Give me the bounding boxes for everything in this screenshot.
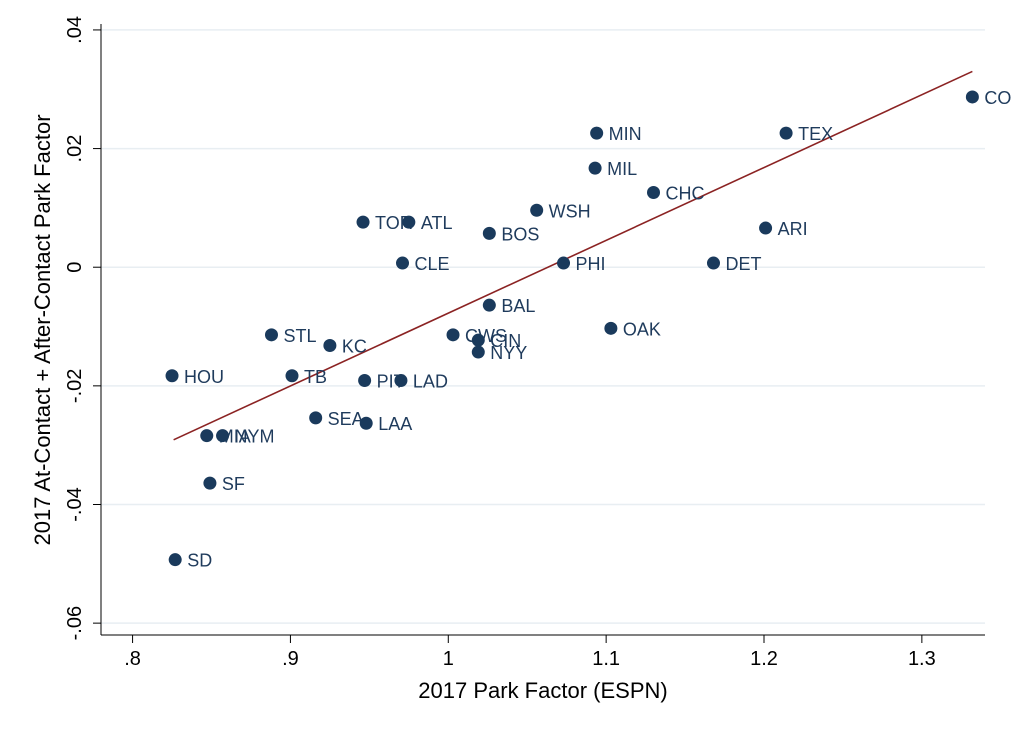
data-point xyxy=(706,256,720,270)
data-point xyxy=(309,411,323,425)
data-point xyxy=(530,203,544,217)
grid-lines xyxy=(101,29,985,624)
data-point xyxy=(200,429,214,443)
y-axis-title: 2017 At-Contact + After-Contact Park Fac… xyxy=(30,114,55,545)
data-point xyxy=(482,226,496,240)
data-points: COL TEX MIN MIL CHC WSH ARI TOR ATL BOS CLE PHI DET B… xyxy=(165,88,1012,571)
data-point xyxy=(168,553,182,567)
x-tick-label: .9 xyxy=(282,648,299,670)
point-label: MIN xyxy=(609,124,642,144)
y-axis-ticks: .04 .02 0 -.02 -.04 -.06 xyxy=(64,16,101,640)
fit-line xyxy=(173,70,973,441)
data-point xyxy=(402,215,416,229)
data-point xyxy=(471,333,485,347)
y-tick-label: -.04 xyxy=(64,487,86,521)
data-point xyxy=(285,369,299,383)
data-point xyxy=(356,215,370,229)
data-point xyxy=(203,476,217,490)
plot-area xyxy=(101,24,985,635)
data-point xyxy=(394,374,408,388)
point-label: SEA xyxy=(328,409,364,429)
point-label: LAA xyxy=(378,414,412,434)
point-label: CHC xyxy=(666,183,705,203)
point-label: BAL xyxy=(501,296,535,316)
x-axis-title: 2017 Park Factor (ESPN) xyxy=(418,678,667,703)
data-point xyxy=(396,256,410,270)
data-point xyxy=(779,126,793,140)
y-tick-label: .02 xyxy=(64,135,86,163)
point-label: STL xyxy=(283,326,316,346)
x-tick-label: 1.1 xyxy=(592,648,620,670)
point-label: HOU xyxy=(184,367,224,387)
point-label: MIL xyxy=(607,159,637,179)
point-label: DET xyxy=(725,254,761,274)
data-point xyxy=(604,321,618,335)
x-tick-label: 1.3 xyxy=(908,648,936,670)
point-label: NYM xyxy=(235,427,275,447)
x-tick-label: .8 xyxy=(124,648,141,670)
data-point xyxy=(264,328,278,342)
data-point xyxy=(759,221,773,235)
y-tick-label: -.06 xyxy=(64,606,86,640)
data-point xyxy=(965,90,979,104)
point-label: SF xyxy=(222,474,245,494)
point-label: LAD xyxy=(413,372,448,392)
point-label: TB xyxy=(304,367,327,387)
data-point xyxy=(216,429,230,443)
data-point xyxy=(647,185,660,199)
data-point xyxy=(482,298,496,312)
point-label: CIN xyxy=(490,331,521,351)
point-label: KC xyxy=(342,337,367,357)
point-label: SD xyxy=(187,551,212,571)
data-point xyxy=(323,339,337,353)
point-label: ARI xyxy=(778,219,808,239)
point-label: NYY xyxy=(490,343,527,363)
y-tick-label: 0 xyxy=(64,262,86,273)
point-label: WSH xyxy=(549,201,591,221)
point-label: TOR xyxy=(375,213,413,233)
data-point xyxy=(590,126,604,140)
data-point xyxy=(471,345,485,359)
data-point xyxy=(359,416,373,430)
data-point xyxy=(588,161,602,175)
y-tick-label: -.02 xyxy=(64,369,86,403)
point-label: CLE xyxy=(415,254,450,274)
y-tick-label: .04 xyxy=(64,16,86,44)
point-label: BOS xyxy=(501,224,539,244)
point-label: COL xyxy=(984,88,1012,108)
x-tick-label: 1.2 xyxy=(750,648,778,670)
point-label: ATL xyxy=(421,213,453,233)
fit-line-group xyxy=(173,70,973,441)
x-tick-label: 1 xyxy=(443,648,454,670)
data-point xyxy=(358,374,372,388)
data-point xyxy=(446,328,460,342)
data-point xyxy=(165,369,179,383)
data-point xyxy=(557,256,571,270)
point-label: PHI xyxy=(576,254,606,274)
x-axis-ticks: .8 .9 1 1.1 1.2 1.3 xyxy=(124,635,936,670)
point-label: TEX xyxy=(798,124,833,144)
point-label: OAK xyxy=(623,319,661,339)
